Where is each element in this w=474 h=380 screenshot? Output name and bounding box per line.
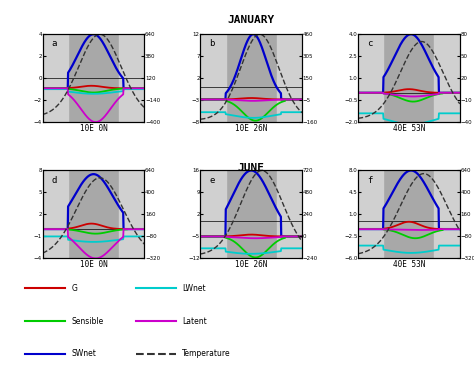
Bar [434, 171, 460, 258]
Text: G: G [71, 284, 77, 293]
Bar [277, 171, 302, 258]
Text: JUNE: JUNE [238, 163, 264, 173]
X-axis label: 10E 0N: 10E 0N [80, 260, 108, 269]
Bar [277, 34, 302, 122]
X-axis label: 10E 26N: 10E 26N [235, 124, 267, 133]
Bar [119, 34, 145, 122]
Text: f: f [367, 176, 373, 185]
Text: Latent: Latent [182, 317, 207, 326]
Text: Sensible: Sensible [71, 317, 104, 326]
Bar [43, 34, 68, 122]
Bar [119, 171, 145, 258]
Bar [201, 34, 226, 122]
Text: a: a [52, 40, 57, 49]
X-axis label: 10E 26N: 10E 26N [235, 260, 267, 269]
Text: Temperature: Temperature [182, 350, 231, 358]
Bar [43, 171, 68, 258]
Bar [201, 171, 226, 258]
X-axis label: 40E 53N: 40E 53N [393, 124, 425, 133]
Bar [358, 171, 383, 258]
Bar [358, 34, 383, 122]
Text: c: c [367, 40, 373, 49]
Text: e: e [210, 176, 215, 185]
X-axis label: 10E 0N: 10E 0N [80, 124, 108, 133]
Bar [434, 34, 460, 122]
Text: d: d [52, 176, 57, 185]
X-axis label: 40E 53N: 40E 53N [393, 260, 425, 269]
Text: SWnet: SWnet [71, 350, 96, 358]
Text: b: b [210, 40, 215, 49]
Text: JANUARY: JANUARY [228, 15, 275, 25]
Text: LWnet: LWnet [182, 284, 206, 293]
